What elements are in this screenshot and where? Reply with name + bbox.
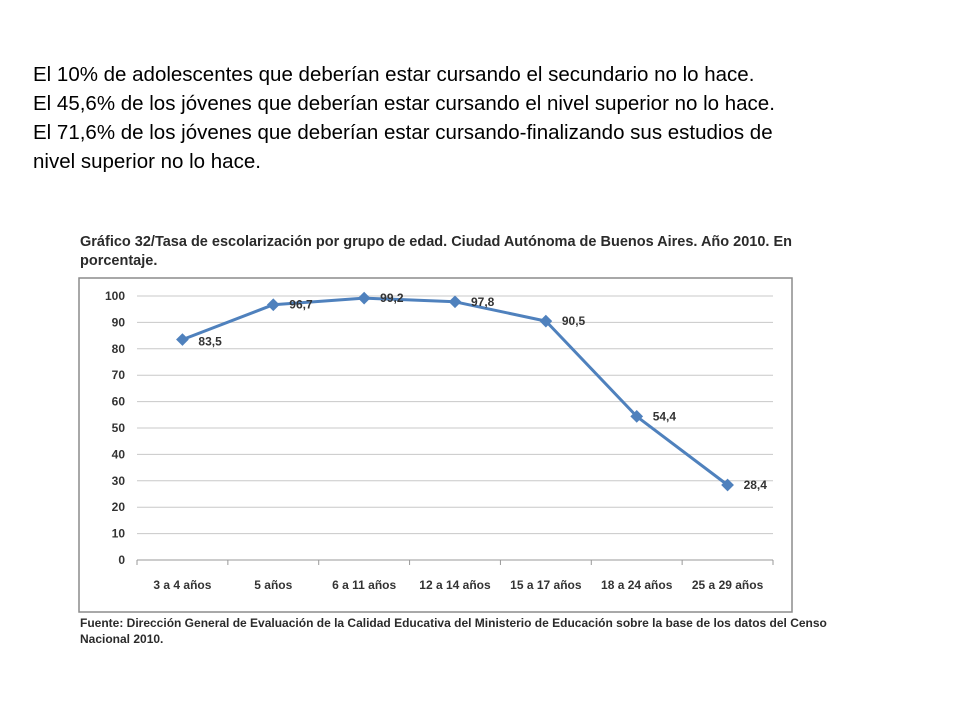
y-tick-label: 20	[112, 500, 126, 514]
data-label: 54,4	[653, 409, 677, 423]
data-label: 99,2	[380, 291, 404, 305]
data-label: 90,5	[562, 314, 586, 328]
series-line	[181, 296, 729, 487]
intro-line: El 10% de adolescentes que deberían esta…	[33, 63, 755, 86]
x-tick-label: 5 años	[254, 578, 292, 592]
intro-line: El 71,6% de los jóvenes que deberían est…	[33, 121, 773, 144]
intro-line: El 45,6% de los jóvenes que deberían est…	[33, 92, 775, 115]
data-point	[176, 333, 189, 346]
chart-source: Fuente: Dirección General de Evaluación …	[80, 616, 827, 646]
x-tick-label: 3 a 4 años	[153, 578, 211, 592]
y-tick-label: 10	[112, 527, 126, 541]
y-tick-label: 30	[112, 474, 126, 488]
y-tick-label: 70	[112, 368, 126, 382]
data-label: 83,5	[198, 335, 222, 349]
x-tick-label: 12 a 14 años	[419, 578, 491, 592]
x-tick-label: 18 a 24 años	[601, 578, 673, 592]
data-point	[448, 295, 462, 309]
chart-title: Gráfico 32/Tasa de escolarización por gr…	[80, 234, 793, 269]
x-tick-label: 25 a 29 años	[692, 578, 764, 592]
x-tick-label: 15 a 17 años	[510, 578, 582, 592]
y-tick-label: 60	[112, 395, 126, 409]
data-label: 96,7	[289, 298, 313, 312]
data-point	[266, 298, 280, 312]
y-tick-label: 90	[112, 315, 126, 329]
y-tick-label: 40	[112, 447, 126, 461]
x-tick-label: 6 a 11 años	[332, 578, 396, 592]
data-label: 28,4	[744, 478, 768, 492]
chart-frame	[78, 277, 793, 613]
y-tick-label: 100	[105, 289, 125, 303]
intro-line: nivel superior no lo hace.	[33, 150, 261, 173]
y-tick-label: 50	[112, 421, 126, 435]
y-tick-label: 80	[112, 342, 126, 356]
y-tick-label: 0	[118, 553, 125, 567]
data-point	[357, 291, 371, 305]
intro-text: El 10% de adolescentes que deberían esta…	[33, 60, 933, 176]
data-label: 97,8	[471, 295, 495, 309]
